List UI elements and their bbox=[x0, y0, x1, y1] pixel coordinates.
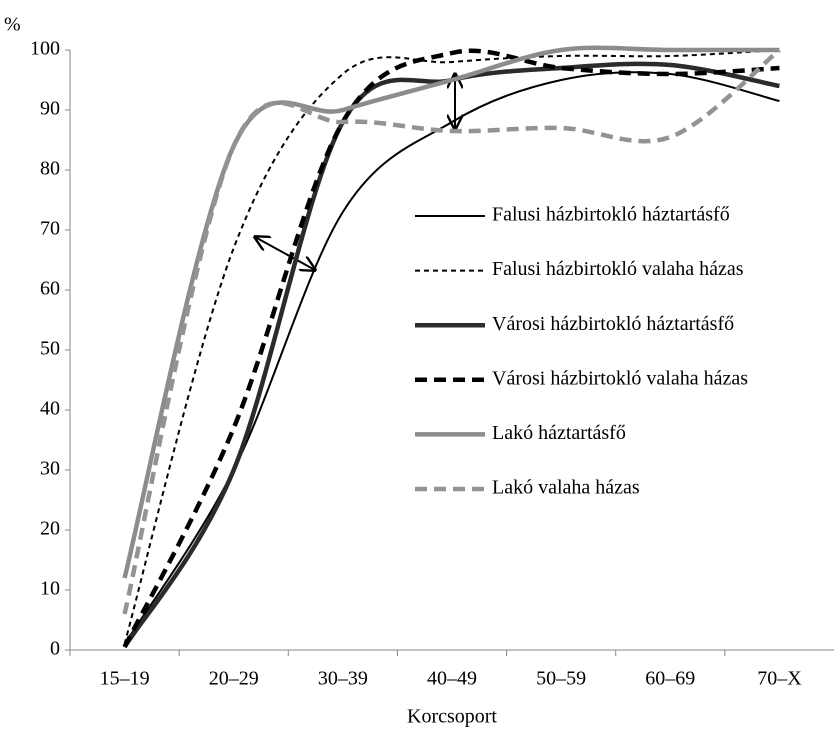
y-tick-label: 0 bbox=[50, 638, 60, 660]
series-line bbox=[122, 45, 780, 579]
series-line bbox=[122, 48, 780, 649]
x-tick-label: 15–19 bbox=[100, 668, 150, 690]
y-tick-label: 100 bbox=[30, 38, 60, 60]
x-tick-label: 20–29 bbox=[209, 668, 259, 690]
y-tick-label: 20 bbox=[40, 518, 60, 540]
x-tick-label: 40–49 bbox=[427, 668, 477, 690]
y-tick-label: 40 bbox=[40, 398, 60, 420]
legend-label: Városi házbirtokló háztartásfő bbox=[492, 313, 734, 335]
x-tick-label: 60–69 bbox=[645, 668, 695, 690]
annotation-arrow bbox=[255, 237, 315, 270]
y-tick-label: 60 bbox=[40, 278, 60, 300]
y-tick-label: 30 bbox=[40, 458, 60, 480]
y-tick-label: 80 bbox=[40, 158, 60, 180]
legend-label: Falusi házbirtokló valaha házas bbox=[492, 258, 744, 280]
legend-label: Lakó valaha házas bbox=[492, 477, 640, 499]
x-tick-label: 50–59 bbox=[536, 668, 586, 690]
y-tick-label: 70 bbox=[40, 218, 60, 240]
y-axis-label: % bbox=[4, 14, 21, 36]
y-tick-label: 90 bbox=[40, 98, 60, 120]
y-tick-label: 10 bbox=[40, 578, 60, 600]
legend-label: Városi házbirtokló valaha házas bbox=[492, 367, 748, 389]
legend-label: Falusi házbirtokló háztartásfő bbox=[492, 204, 730, 226]
series-line bbox=[122, 48, 781, 615]
x-axis-label: Korcsoport bbox=[407, 706, 497, 728]
x-tick-label: 30–39 bbox=[318, 668, 368, 690]
y-tick-label: 50 bbox=[40, 338, 60, 360]
x-tick-label: 70–X bbox=[757, 668, 802, 690]
series-line bbox=[122, 61, 780, 649]
series-line bbox=[123, 71, 780, 645]
legend-label: Lakó háztartásfő bbox=[492, 422, 626, 444]
series-line bbox=[123, 49, 780, 645]
